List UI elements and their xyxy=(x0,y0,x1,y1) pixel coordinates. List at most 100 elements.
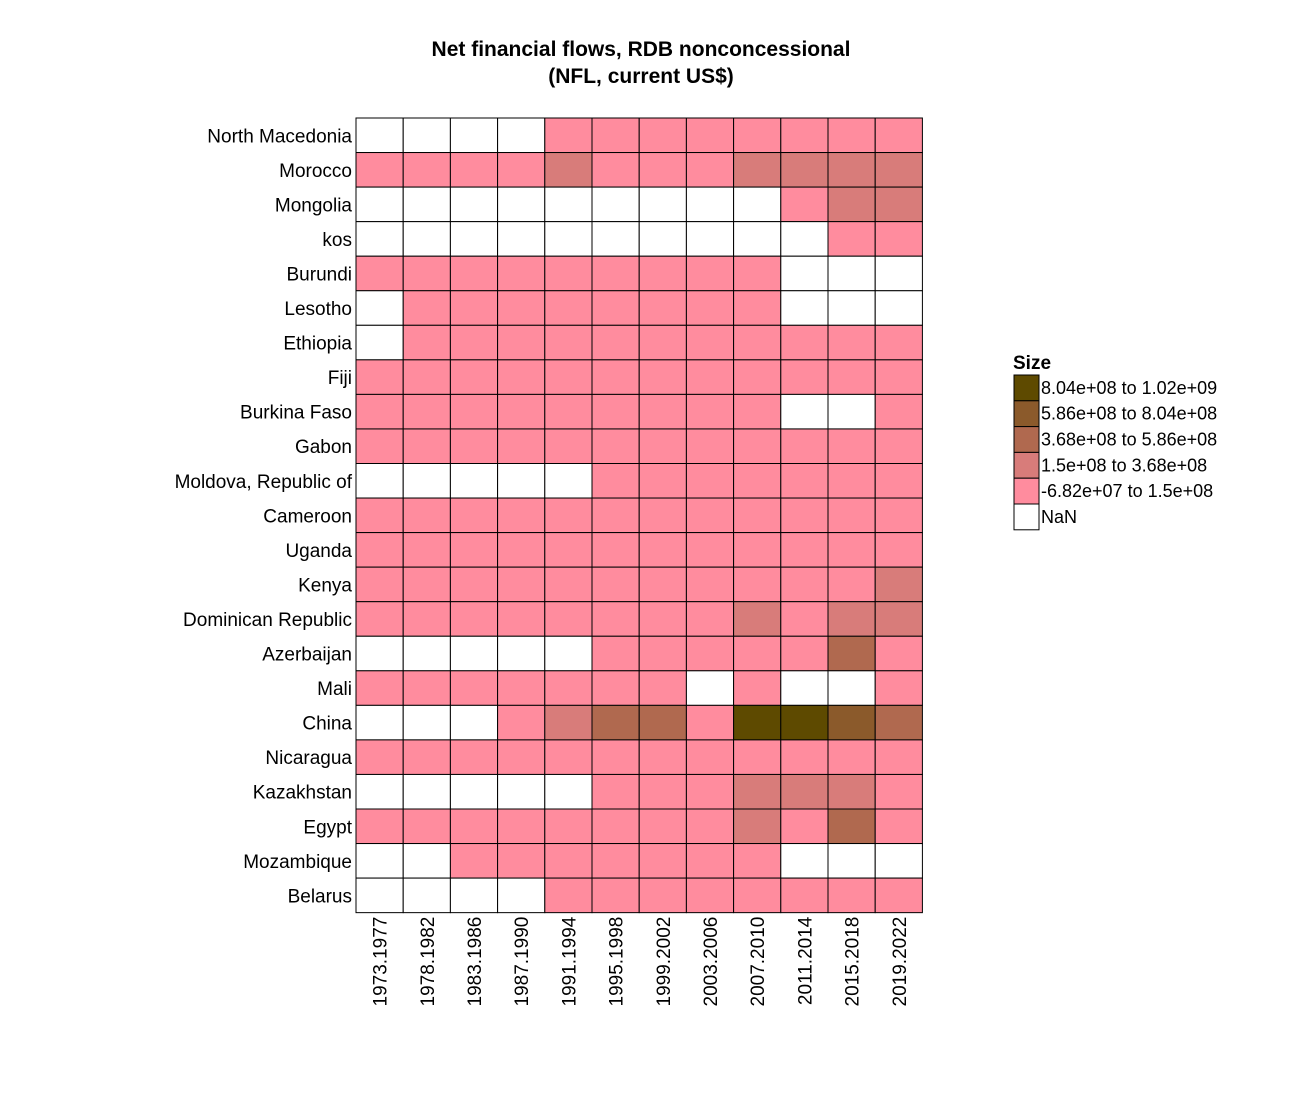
row-label: Egypt xyxy=(303,817,352,838)
heatmap-cell xyxy=(591,463,640,499)
heatmap-cell xyxy=(685,670,735,706)
heatmap-cell xyxy=(544,739,593,775)
heatmap-cell xyxy=(638,463,687,499)
heatmap-cell xyxy=(402,255,451,292)
heatmap-cell xyxy=(685,601,735,637)
heatmap-cell xyxy=(874,463,923,499)
heatmap-cell xyxy=(733,704,782,741)
heatmap-cell xyxy=(449,290,499,326)
heatmap-cell xyxy=(449,221,499,257)
heatmap-cell xyxy=(780,463,829,499)
heatmap-cell xyxy=(827,152,876,188)
heatmap-cell xyxy=(591,497,640,534)
heatmap-cell xyxy=(544,117,593,154)
heatmap-cell xyxy=(733,877,782,914)
heatmap-cell xyxy=(497,255,546,292)
heatmap-cell xyxy=(544,393,593,430)
heatmap-cell xyxy=(544,635,593,672)
heatmap-cell xyxy=(827,566,876,603)
heatmap-cell xyxy=(780,428,829,465)
column-label: 1978.1982 xyxy=(418,917,439,1007)
heatmap-cell xyxy=(591,532,640,568)
heatmap-cell xyxy=(591,152,640,188)
heatmap-cell xyxy=(497,601,546,637)
row-label: Burundi xyxy=(287,264,353,285)
heatmap-cell xyxy=(638,497,687,534)
heatmap-cell xyxy=(733,393,782,430)
heatmap-cell xyxy=(685,635,735,672)
column-label: 2007.2010 xyxy=(748,917,769,1007)
heatmap-cell xyxy=(827,808,876,845)
heatmap-cell xyxy=(827,601,876,637)
heatmap-cell xyxy=(827,428,876,465)
heatmap-cell xyxy=(449,773,499,810)
heatmap-cell xyxy=(402,117,451,154)
heatmap-cell xyxy=(355,773,404,810)
heatmap-cell xyxy=(827,186,876,223)
heatmap-cell xyxy=(449,877,499,914)
heatmap-cell xyxy=(544,704,593,741)
heatmap-cell xyxy=(638,635,687,672)
heatmap-cell xyxy=(638,255,687,292)
column-label: 1973.1977 xyxy=(371,917,392,1007)
row-label: Burkina Faso xyxy=(240,403,352,424)
heatmap-cell xyxy=(355,255,404,292)
heatmap-cell xyxy=(544,773,593,810)
heatmap-cell xyxy=(402,152,451,188)
heatmap-cell xyxy=(638,428,687,465)
chart-title-line-1: Net financial flows, RDB nonconcessional xyxy=(432,38,851,61)
heatmap-cell xyxy=(591,808,640,845)
heatmap-cell xyxy=(449,601,499,637)
heatmap-cell xyxy=(733,117,782,154)
heatmap-cell xyxy=(874,221,923,257)
heatmap-cell xyxy=(497,843,546,879)
heatmap-cell xyxy=(402,670,451,706)
heatmap-cell xyxy=(780,601,829,637)
legend-swatch xyxy=(1013,503,1040,531)
heatmap-cell xyxy=(638,186,687,223)
heatmap-cell xyxy=(449,117,499,154)
heatmap-cell xyxy=(449,324,499,361)
heatmap-cell xyxy=(544,324,593,361)
heatmap-cell xyxy=(685,843,735,879)
heatmap-cell xyxy=(497,497,546,534)
heatmap-cell xyxy=(497,704,546,741)
heatmap-cell xyxy=(638,773,687,810)
heatmap-cell xyxy=(591,739,640,775)
heatmap-cell xyxy=(827,324,876,361)
heatmap-cell xyxy=(449,670,499,706)
heatmap-cell xyxy=(638,566,687,603)
heatmap-cell xyxy=(402,324,451,361)
heatmap-cell xyxy=(497,566,546,603)
heatmap-cell xyxy=(827,221,876,257)
heatmap-cell xyxy=(497,152,546,188)
row-label: Ethiopia xyxy=(283,334,352,355)
heatmap-cell xyxy=(733,463,782,499)
heatmap-cell xyxy=(827,704,876,741)
heatmap-cell xyxy=(733,601,782,637)
heatmap-cell xyxy=(497,773,546,810)
heatmap-cell xyxy=(591,255,640,292)
column-label: 2011.2014 xyxy=(795,916,816,1005)
heatmap-cell xyxy=(402,739,451,775)
heatmap-cell xyxy=(544,255,593,292)
heatmap-cell xyxy=(827,255,876,292)
heatmap-cell xyxy=(874,704,923,741)
row-label: Uganda xyxy=(285,541,352,562)
heatmap-cell xyxy=(544,359,593,395)
heatmap-cell xyxy=(402,877,451,914)
column-labels: 1973.1977 1978.1982 1983.1986 1987.1990 1991… xyxy=(371,916,911,1006)
row-label: Azerbaijan xyxy=(262,645,352,666)
heatmap-cell xyxy=(685,186,735,223)
heatmap-cell xyxy=(780,152,829,188)
legend-label: 1.5e+08 to 3.68e+08 xyxy=(1041,455,1207,475)
heatmap-cell xyxy=(449,704,499,741)
heatmap-cell xyxy=(874,290,923,326)
heatmap-cell xyxy=(497,117,546,154)
heatmap-cell xyxy=(497,463,546,499)
heatmap-cell xyxy=(827,497,876,534)
heatmap-cell xyxy=(685,497,735,534)
heatmap-cell xyxy=(780,359,829,395)
legend-swatch xyxy=(1013,426,1040,453)
heatmap-cell xyxy=(591,117,640,154)
